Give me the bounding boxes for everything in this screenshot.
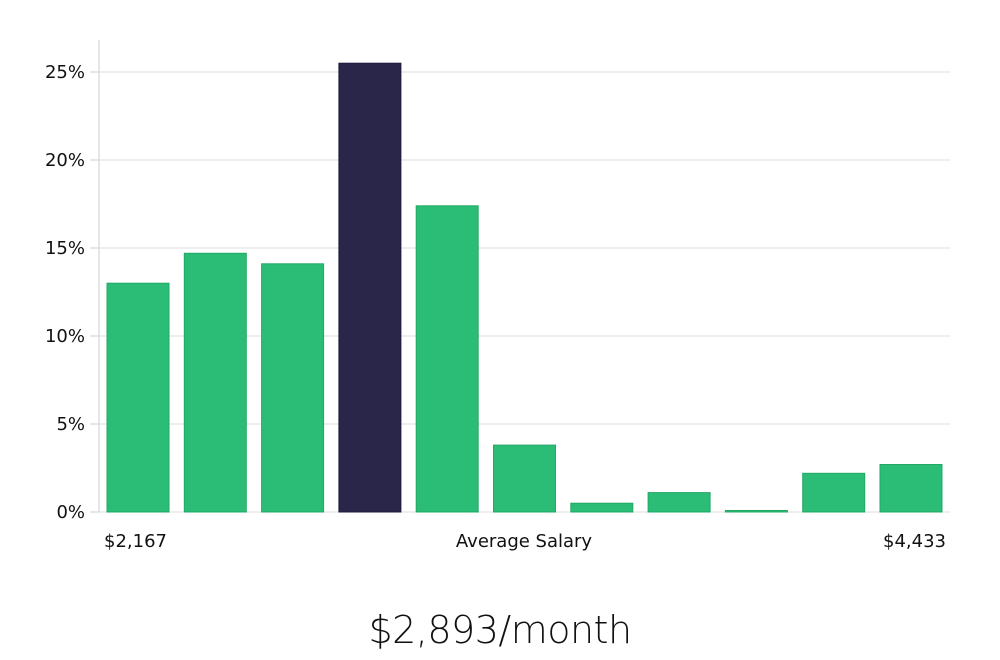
bar [261,263,325,513]
y-tick-label: 20% [45,150,85,171]
salary-histogram: 0% 5% 10% 15% 20% 25% $2,167 Average Salary $… [45,40,950,552]
highlighted-bar [338,62,402,513]
y-tick-label: 15% [45,238,85,259]
bar [647,492,711,513]
x-center-label: Average Salary [456,531,593,552]
y-tick-label: 5% [56,414,85,435]
bars [106,62,943,513]
bar [879,464,943,513]
bar [724,510,788,513]
y-tick-labels: 0% 5% 10% 15% 20% 25% [45,62,99,523]
x-min-label: $2,167 [104,531,167,552]
y-tick-label: 10% [45,326,85,347]
x-max-label: $4,433 [883,531,946,552]
bar [183,252,247,513]
bar [802,472,866,513]
bar [493,444,556,513]
bar [570,502,634,513]
average-salary-value: $2,893/month [368,608,632,652]
bar [415,205,479,513]
y-tick-label: 0% [56,502,85,523]
bar [106,282,170,513]
y-tick-label: 25% [45,62,85,83]
